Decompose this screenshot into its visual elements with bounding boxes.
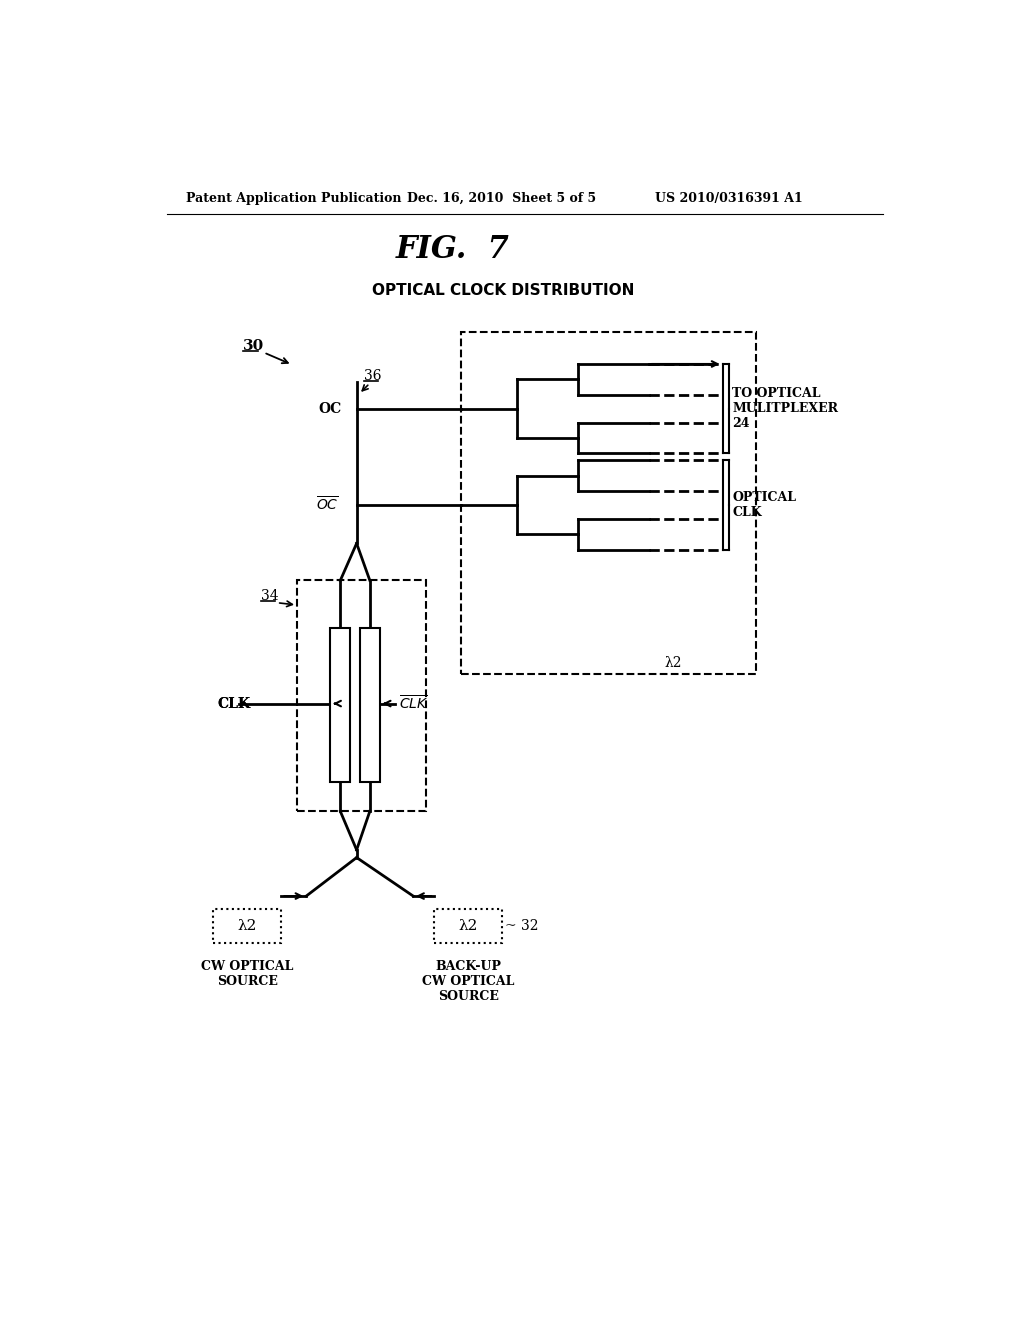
Text: CLK: CLK xyxy=(217,697,250,710)
Text: λ2: λ2 xyxy=(238,919,257,933)
Bar xyxy=(331,628,350,781)
Bar xyxy=(213,909,282,942)
Text: Patent Application Publication: Patent Application Publication xyxy=(186,191,401,205)
Text: OPTICAL
CLK: OPTICAL CLK xyxy=(732,491,797,519)
Text: ~ 32: ~ 32 xyxy=(506,919,539,933)
Text: 34: 34 xyxy=(261,589,279,603)
Text: CLK: CLK xyxy=(217,697,250,710)
Text: $\overline{OC}$: $\overline{OC}$ xyxy=(315,496,338,513)
Bar xyxy=(434,909,503,942)
Text: US 2010/0316391 A1: US 2010/0316391 A1 xyxy=(655,191,803,205)
Text: OPTICAL CLOCK DISTRIBUTION: OPTICAL CLOCK DISTRIBUTION xyxy=(372,284,635,298)
Text: TO OPTICAL
MULITPLEXER
24: TO OPTICAL MULITPLEXER 24 xyxy=(732,387,839,430)
Bar xyxy=(359,628,380,781)
Text: λ2: λ2 xyxy=(459,919,478,933)
Text: 36: 36 xyxy=(365,368,382,383)
Text: OC: OC xyxy=(318,401,342,416)
Text: BACK-UP
CW OPTICAL
SOURCE: BACK-UP CW OPTICAL SOURCE xyxy=(422,960,514,1003)
Text: $\overline{CLK}$: $\overline{CLK}$ xyxy=(399,694,429,713)
Text: λ2: λ2 xyxy=(665,656,682,669)
Text: CW OPTICAL
SOURCE: CW OPTICAL SOURCE xyxy=(201,960,294,987)
Text: Dec. 16, 2010  Sheet 5 of 5: Dec. 16, 2010 Sheet 5 of 5 xyxy=(407,191,596,205)
Text: FIG.  7: FIG. 7 xyxy=(395,234,509,265)
Text: 30: 30 xyxy=(243,338,264,352)
